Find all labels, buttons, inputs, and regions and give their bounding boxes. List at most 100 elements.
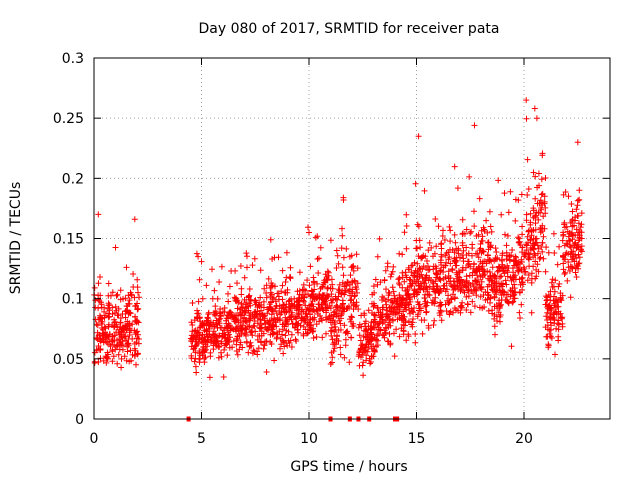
- data-point: [433, 283, 440, 289]
- data-point: [247, 329, 254, 336]
- data-point: [518, 191, 525, 198]
- data-point: [459, 299, 466, 306]
- data-point: [387, 340, 394, 347]
- data-point: [130, 271, 137, 277]
- data-point: [330, 341, 337, 348]
- data-point: [445, 268, 452, 275]
- data-point: [379, 316, 385, 323]
- data-point: [430, 280, 437, 287]
- data-point: [346, 359, 353, 366]
- data-point: [479, 237, 486, 244]
- y-tick-label: 0.2: [62, 171, 84, 187]
- data-point: [342, 342, 349, 349]
- data-point: [135, 305, 142, 312]
- data-point: [426, 284, 433, 290]
- data-point: [420, 252, 427, 259]
- data-point: [462, 283, 469, 290]
- data-point: [573, 244, 580, 251]
- data-point: [252, 328, 259, 335]
- data-point: [335, 327, 342, 334]
- data-point: [372, 276, 379, 283]
- data-point: [450, 291, 456, 298]
- data-point: [448, 295, 455, 302]
- data-point: [481, 304, 488, 310]
- data-point: [564, 241, 571, 248]
- data-point: [341, 322, 348, 329]
- data-point: [392, 295, 399, 302]
- data-point: [504, 232, 511, 239]
- data-point: [329, 281, 336, 288]
- data-point: [545, 249, 552, 256]
- x-axis-label: GPS time / hours: [290, 459, 407, 475]
- data-point: [121, 353, 128, 360]
- data-point: [571, 222, 577, 229]
- data-point: [123, 264, 130, 271]
- data-point: [414, 276, 420, 283]
- data-point: [511, 281, 518, 288]
- data-point: [191, 317, 198, 324]
- data-point: [569, 236, 576, 243]
- data-point: [237, 323, 244, 330]
- data-point: [335, 260, 342, 267]
- data-point: [324, 284, 331, 291]
- data-point: [511, 262, 518, 269]
- data-point: [492, 245, 499, 252]
- data-point: [518, 301, 525, 308]
- data-point: [574, 139, 581, 146]
- data-point: [115, 312, 122, 319]
- data-point: [363, 341, 369, 348]
- data-point: [251, 255, 258, 262]
- data-point: [412, 331, 419, 337]
- data-point: [356, 351, 363, 358]
- data-point: [337, 344, 344, 351]
- data-point: [438, 301, 445, 308]
- data-point: [417, 305, 424, 312]
- data-point: [94, 322, 101, 329]
- data-point: [406, 266, 412, 273]
- data-point: [379, 293, 386, 300]
- data-point: [135, 331, 141, 338]
- data-point: [414, 260, 421, 267]
- data-point: [329, 354, 336, 361]
- data-point: [489, 307, 496, 314]
- data-point: [307, 263, 314, 270]
- data-point: [532, 252, 539, 259]
- data-point: [238, 285, 245, 292]
- data-point: [411, 272, 418, 279]
- data-point: [417, 244, 424, 251]
- data-point: [276, 308, 283, 314]
- data-point: [527, 219, 534, 226]
- data-point: [532, 195, 539, 202]
- data-point: [226, 283, 233, 290]
- data-point: [424, 288, 431, 295]
- data-point: [346, 253, 353, 260]
- data-point: [327, 237, 334, 244]
- data-point: [549, 276, 556, 283]
- data-point: [279, 331, 285, 338]
- data-point: [573, 226, 580, 233]
- data-point: [244, 253, 250, 260]
- data-point: [495, 264, 502, 271]
- data-point: [249, 332, 256, 339]
- data-point: [261, 315, 268, 322]
- data-point: [229, 344, 236, 351]
- y-tick-label: 0.1: [62, 292, 84, 308]
- data-point: [424, 258, 430, 264]
- data-point: [443, 259, 450, 266]
- data-point: [296, 301, 303, 308]
- data-point: [403, 245, 410, 252]
- data-point: [561, 271, 568, 277]
- data-point: [135, 289, 141, 296]
- data-point: [498, 273, 505, 280]
- data-point: [504, 252, 511, 259]
- data-point: [123, 325, 130, 332]
- data-point: [548, 279, 555, 286]
- data-point: [413, 288, 420, 295]
- data-point: [352, 284, 359, 291]
- data-point: [374, 281, 381, 288]
- data-point: [401, 278, 408, 285]
- data-point: [489, 264, 496, 271]
- data-point: [124, 348, 131, 355]
- data-point: [373, 324, 379, 331]
- data-point: [289, 320, 296, 327]
